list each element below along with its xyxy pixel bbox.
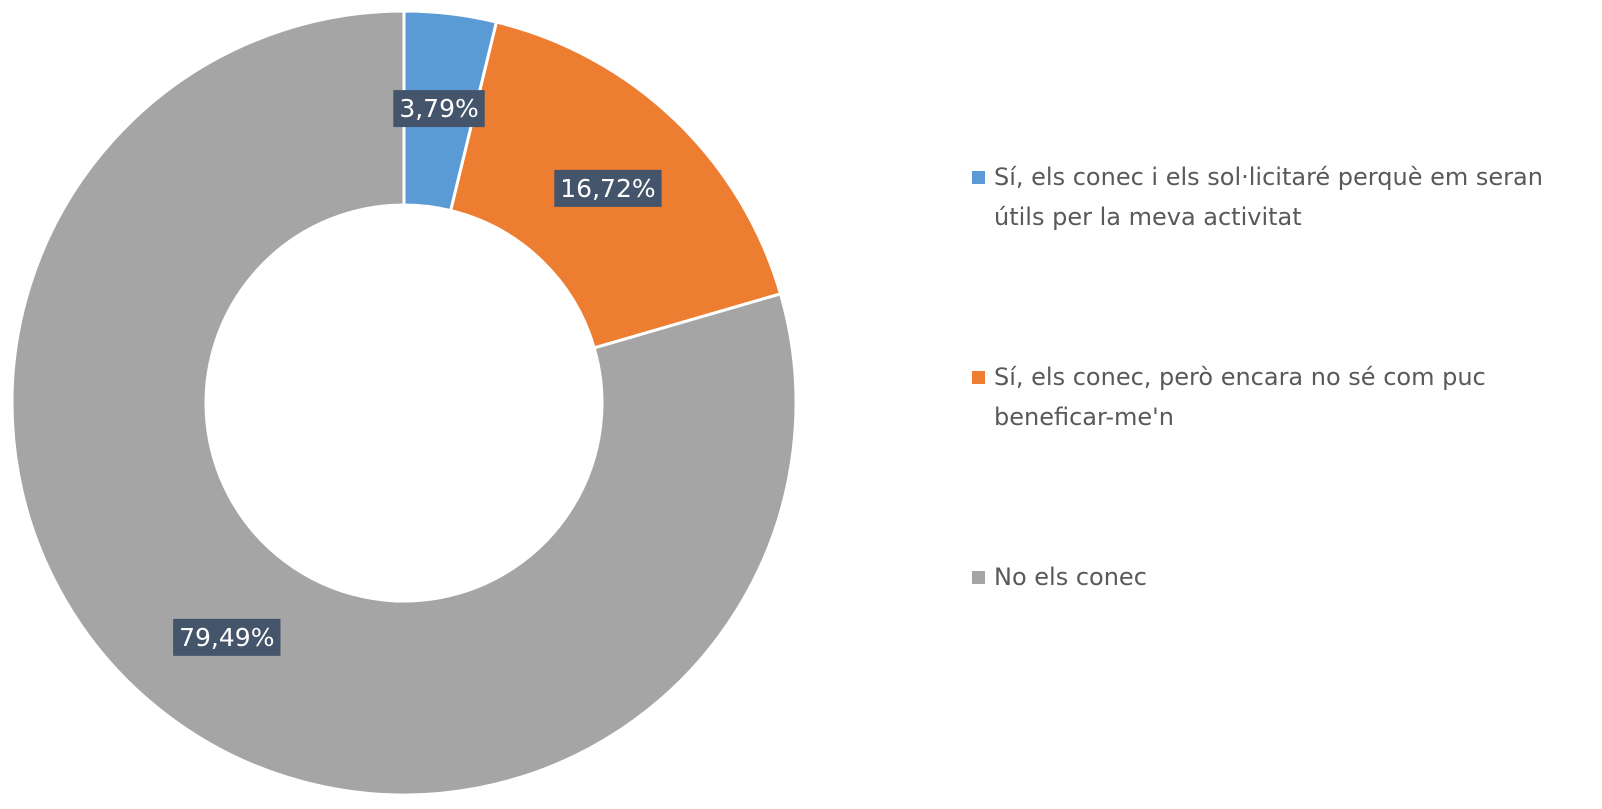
legend-swatch — [972, 371, 985, 384]
legend-item: Sí, els conec, però encara no sé com puc… — [972, 357, 1572, 437]
data-label-text: 79,49% — [179, 623, 274, 652]
legend-item: Sí, els conec i els sol·licitaré perquè … — [972, 157, 1572, 237]
donut-slice — [10, 9, 798, 797]
data-label: 16,72% — [554, 169, 662, 207]
legend-swatch — [972, 171, 985, 184]
legend-label: Sí, els conec, però encara no sé com puc… — [994, 363, 1486, 431]
data-label-box — [554, 169, 662, 207]
legend-label: Sí, els conec i els sol·licitaré perquè … — [994, 163, 1543, 231]
data-label: 3,79% — [393, 90, 485, 128]
data-label-text: 3,79% — [399, 94, 478, 123]
data-label: 79,49% — [173, 618, 281, 656]
data-label-text: 16,72% — [560, 174, 655, 203]
legend-item: No els conec — [972, 557, 1572, 597]
legend-label: No els conec — [994, 563, 1147, 591]
data-label-box — [173, 618, 281, 656]
legend-swatch — [972, 571, 985, 584]
data-label-box — [393, 90, 485, 128]
